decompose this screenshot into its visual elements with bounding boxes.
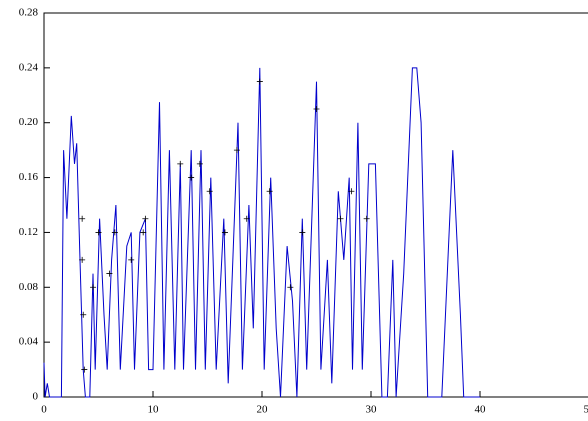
marker: [188, 174, 195, 181]
x-tick-label: 30: [366, 404, 378, 416]
marker: [233, 147, 240, 154]
marker: [81, 366, 88, 373]
marker: [337, 215, 344, 222]
marker: [299, 229, 306, 236]
marker: [313, 106, 320, 112]
y-tick-label: 0.20: [19, 116, 39, 128]
y-tick-label: 0.16: [19, 171, 39, 183]
marker: [79, 215, 86, 222]
y-tick-label: 0.04: [19, 336, 39, 348]
marker: [140, 229, 147, 236]
x-tick-label: 10: [148, 404, 160, 416]
y-tick-label: 0: [33, 391, 39, 403]
x-tick-label: 40: [475, 404, 487, 416]
marker: [106, 270, 113, 277]
marker: [256, 78, 263, 85]
marker: [79, 256, 86, 263]
marker: [243, 215, 250, 222]
y-tick-label: 0.08: [19, 281, 39, 293]
marker: [206, 188, 213, 195]
y-tick-label: 0.12: [19, 226, 38, 238]
marker: [348, 188, 355, 195]
y-tick-label: 0.24: [19, 61, 39, 73]
y-tick-label: 0.28: [19, 7, 39, 19]
marker: [287, 284, 294, 291]
x-tick-label: 50: [584, 404, 588, 416]
plot-frame: [43, 12, 588, 398]
marker: [266, 188, 273, 195]
signal-line: [43, 67, 480, 398]
marker: [177, 160, 184, 167]
marker: [128, 256, 135, 263]
marker: [90, 284, 97, 291]
marker: [142, 215, 149, 222]
marker: [80, 311, 87, 318]
marker: [221, 229, 228, 236]
marker: [363, 215, 370, 222]
marker: [196, 160, 203, 167]
x-tick-label: 20: [257, 404, 269, 416]
marker: [111, 229, 118, 236]
x-tick-label: 0: [41, 404, 47, 416]
marker: [95, 229, 102, 236]
